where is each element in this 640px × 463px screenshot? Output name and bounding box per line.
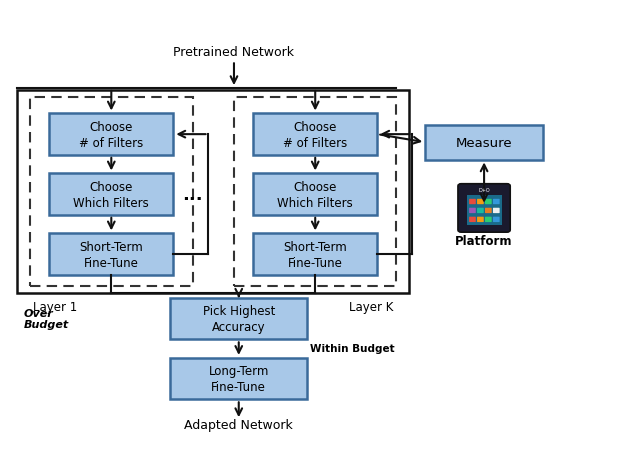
FancyBboxPatch shape <box>493 200 500 205</box>
Text: Choose
Which Filters: Choose Which Filters <box>277 180 353 209</box>
FancyBboxPatch shape <box>425 125 543 160</box>
FancyBboxPatch shape <box>477 200 484 205</box>
FancyBboxPatch shape <box>485 200 492 205</box>
Text: Pick Highest
Accuracy: Pick Highest Accuracy <box>203 305 275 333</box>
Text: Short-Term
Fine-Tune: Short-Term Fine-Tune <box>284 240 347 269</box>
FancyBboxPatch shape <box>253 234 378 275</box>
Text: Pretrained Network: Pretrained Network <box>173 45 294 58</box>
FancyBboxPatch shape <box>458 184 510 232</box>
FancyBboxPatch shape <box>469 217 476 223</box>
FancyBboxPatch shape <box>485 217 492 223</box>
FancyBboxPatch shape <box>49 174 173 215</box>
Text: D+O: D+O <box>478 188 490 193</box>
Text: Layer K: Layer K <box>349 300 394 313</box>
FancyBboxPatch shape <box>253 114 378 156</box>
Text: Platform: Platform <box>455 234 513 247</box>
FancyBboxPatch shape <box>485 208 492 213</box>
Text: Short-Term
Fine-Tune: Short-Term Fine-Tune <box>79 240 143 269</box>
Text: Over
Budget: Over Budget <box>24 308 69 330</box>
FancyBboxPatch shape <box>170 298 307 340</box>
FancyBboxPatch shape <box>469 200 476 205</box>
FancyBboxPatch shape <box>467 195 502 225</box>
Text: Choose
# of Filters: Choose # of Filters <box>79 120 143 150</box>
Text: ...: ... <box>182 186 203 204</box>
FancyBboxPatch shape <box>477 217 484 223</box>
FancyBboxPatch shape <box>253 174 378 215</box>
FancyBboxPatch shape <box>170 358 307 400</box>
Text: Choose
# of Filters: Choose # of Filters <box>283 120 348 150</box>
FancyBboxPatch shape <box>477 208 484 213</box>
Text: Adapted Network: Adapted Network <box>184 418 293 431</box>
Text: Within Budget: Within Budget <box>310 343 395 353</box>
FancyBboxPatch shape <box>49 114 173 156</box>
FancyBboxPatch shape <box>49 234 173 275</box>
FancyBboxPatch shape <box>493 208 500 213</box>
Text: Choose
Which Filters: Choose Which Filters <box>74 180 149 209</box>
Text: Layer 1: Layer 1 <box>33 300 77 313</box>
Text: Measure: Measure <box>456 137 513 150</box>
Text: Long-Term
Fine-Tune: Long-Term Fine-Tune <box>209 364 269 393</box>
FancyBboxPatch shape <box>493 217 500 223</box>
FancyBboxPatch shape <box>469 208 476 213</box>
